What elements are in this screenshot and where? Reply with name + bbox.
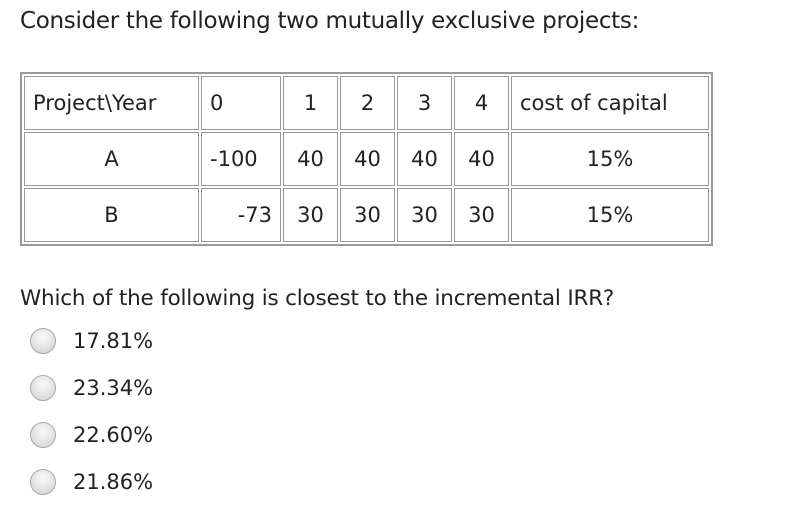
header-cell: 0 [201,76,281,130]
table-cell: 40 [340,132,395,186]
header-cell: 1 [283,76,338,130]
data-row: A -100 40 40 40 40 15% [24,132,709,186]
table-cell: 40 [454,132,509,186]
table-cell: 40 [397,132,452,186]
radio-button[interactable] [30,375,56,401]
table-cell: 15% [511,188,709,242]
table-cell: -73 [201,188,281,242]
table-cell: 30 [454,188,509,242]
projects-table: Project\Year 0 1 2 3 4 cost of capital A -100 40 4… [20,72,713,246]
radio-button[interactable] [30,422,56,448]
table-cell: B [24,188,199,242]
option-label: 17.81% [73,329,154,353]
option-label: 23.34% [73,376,154,400]
answer-option[interactable]: 22.60% [30,420,153,450]
table-cell: -100 [201,132,281,186]
intro-text: Consider the following two mutually excl… [20,8,640,34]
header-cell: Project\Year [24,76,199,130]
header-cell: 4 [454,76,509,130]
table-cell: 40 [283,132,338,186]
header-cell: 3 [397,76,452,130]
header-cell: 2 [340,76,395,130]
option-label: 22.60% [73,423,154,447]
data-row: B -73 30 30 30 30 15% [24,188,709,242]
table-cell: 15% [511,132,709,186]
table-cell: 30 [283,188,338,242]
answer-option[interactable]: 23.34% [30,373,153,403]
radio-button[interactable] [30,328,56,354]
header-cell: cost of capital [511,76,709,130]
header-row: Project\Year 0 1 2 3 4 cost of capital [24,76,709,130]
table-cell: 30 [397,188,452,242]
question-text: Which of the following is closest to the… [20,286,615,311]
answer-option[interactable]: 17.81% [30,326,153,356]
table-cell: 30 [340,188,395,242]
answer-option[interactable]: 21.86% [30,467,153,497]
table-cell: A [24,132,199,186]
radio-button[interactable] [30,469,56,495]
option-label: 21.86% [73,470,154,494]
